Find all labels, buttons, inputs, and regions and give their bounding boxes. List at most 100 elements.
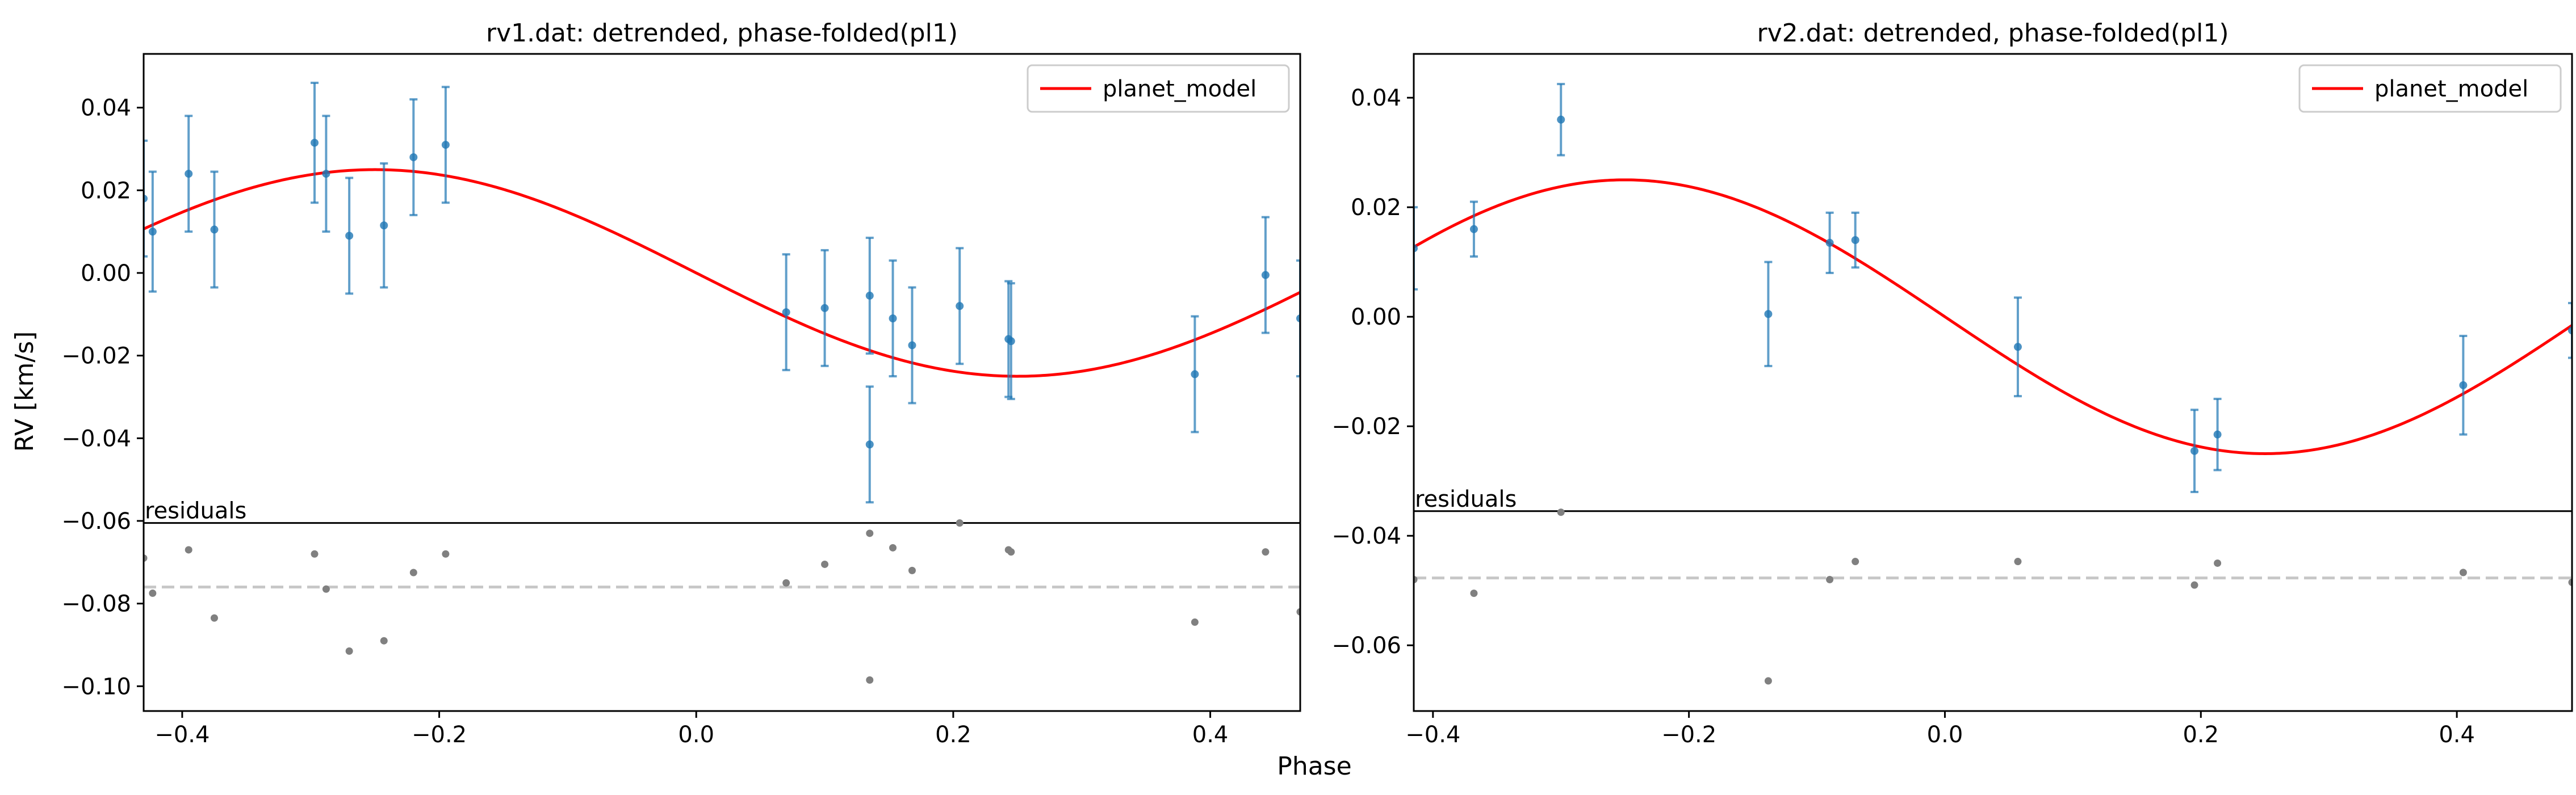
legend-box [1027,64,1290,113]
y-tick-label: −0.06 [61,508,131,535]
x-tick-label: 0.2 [935,722,971,748]
rv-data-point-1 [148,170,157,293]
residual-point-6 [345,647,353,655]
rv-marker [1191,370,1199,378]
residual-point-2 [1557,508,1565,516]
x-tick-label: 0.4 [2439,722,2475,748]
rv-data-point-0 [144,139,148,258]
rv-data-point-10 [782,253,790,372]
residual-point-1 [149,589,157,597]
residual-point-2 [185,546,192,554]
y-tick-label: −0.06 [1331,633,1401,659]
rv-marker [322,170,330,178]
residual-point-18 [1007,548,1015,556]
y-tick-label: 0.02 [81,178,131,204]
rv-data-point-21 [1296,259,1300,378]
rv-data-point-16 [956,247,964,365]
x-axis-label: Phase [1277,752,1351,781]
rv-data-point-9 [2459,334,2468,436]
y-tick-label: −0.04 [61,426,131,452]
rv-data-point-0 [1414,206,1418,291]
rv-marker [2013,343,2022,351]
rv-data-point-5 [1851,211,1859,269]
rv-marker [311,138,319,147]
residual-point-3 [210,614,218,622]
planet-model-line [144,168,1300,378]
residual-point-5 [322,585,330,593]
rv-data-point-19 [1191,315,1199,434]
y-tick-label: 0.04 [1351,85,1401,111]
residuals-label: residuals [1415,486,1517,512]
rv-data-point-4 [311,81,319,204]
rv-marker [345,232,354,240]
rv-marker [1825,238,1834,247]
legend-label: planet_model [2374,76,2528,102]
rv-marker [956,302,964,310]
rv-data-point-3 [210,170,219,289]
x-tick-label: 0.2 [2183,722,2219,748]
rv-marker [1469,225,1478,233]
x-tick-label: 0.0 [1927,722,1963,748]
rv-data-point-2 [185,115,193,233]
rv-marker [1296,314,1300,323]
residual-point-21 [1296,608,1300,616]
residual-point-7 [380,637,388,645]
rv-data-point-7 [2190,409,2199,493]
rv-data-point-15 [908,286,916,405]
rv-marker [441,141,450,149]
rv-data-point-10 [2568,302,2572,359]
x-tick-label: −0.4 [154,722,210,748]
residual-point-0 [144,554,148,562]
y-tick-label: −0.08 [61,591,131,617]
rv-marker [865,440,874,449]
rv-marker [210,225,219,234]
residual-point-10 [2568,578,2572,586]
rv-marker [2190,447,2199,455]
rv-data-point-3 [1764,260,1773,368]
legend-label: planet_model [1103,76,1256,102]
axes-frame [143,53,1301,712]
rv-marker [2459,381,2468,389]
rv-marker [144,194,148,203]
residual-point-0 [1414,575,1418,583]
y-tick-label: 0.00 [1351,304,1401,330]
axes-frame [1413,53,2573,712]
rv-data-point-8 [409,98,418,217]
residuals-label: residuals [145,498,246,524]
x-tick-label: −0.2 [412,722,467,748]
rv-data-point-2 [1557,83,1565,157]
rv-marker [2213,430,2222,439]
rv-data-point-5 [322,115,330,233]
residual-point-4 [311,550,319,558]
rv-data-point-13 [865,385,874,504]
plot-area [1414,83,2572,685]
rv-data-point-14 [889,259,897,378]
x-tick-label: −0.4 [1405,722,1460,748]
rv-data-point-12 [865,237,874,355]
rv-marker [820,304,829,312]
rv-marker [1261,271,1270,279]
y-tick-label: −0.02 [1331,414,1401,440]
plot-area [144,81,1300,684]
rv-data-point-6 [345,176,354,295]
rv-marker [1007,337,1015,346]
rv-data-point-7 [380,162,388,289]
y-axis-label: RV [km/s] [10,331,39,452]
legend: planet_model [1027,64,1290,113]
residual-point-3 [1764,677,1772,685]
rv-data-point-1 [1469,200,1478,258]
residual-point-8 [409,569,417,577]
y-tick-label: 0.00 [81,260,131,287]
residual-point-5 [1852,558,1859,566]
residual-point-19 [1191,618,1199,626]
residual-point-11 [821,560,829,568]
legend-box [2298,64,2562,113]
residual-point-16 [956,519,964,527]
rv-marker [1557,115,1565,124]
rv-data-point-8 [2213,397,2222,472]
residual-point-20 [1262,548,1270,556]
residual-point-7 [2190,581,2198,589]
rv-marker [1414,244,1418,253]
